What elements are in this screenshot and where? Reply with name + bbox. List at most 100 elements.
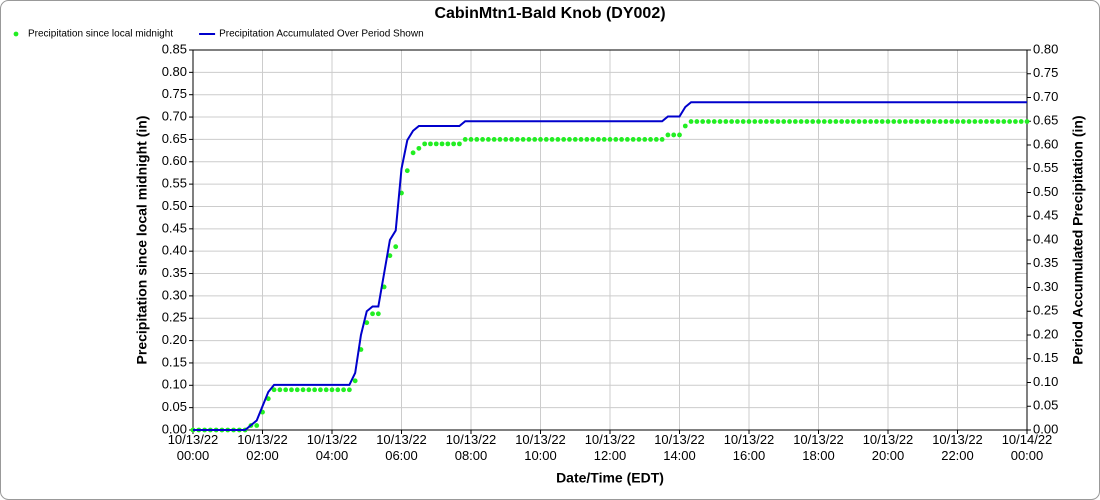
- legend-label: Precipitation Accumulated Over Period Sh…: [219, 29, 424, 40]
- data-point: [827, 119, 833, 124]
- y-tick-label: 0.30: [162, 287, 187, 302]
- data-point: [329, 387, 335, 393]
- data-point: [254, 423, 260, 428]
- data-point: [781, 119, 787, 124]
- data-point: [526, 137, 532, 142]
- y-tick-label: 0.00: [162, 421, 187, 436]
- data-point: [804, 119, 810, 124]
- data-point: [636, 137, 642, 142]
- data-point: [277, 387, 283, 393]
- y2-tick-label: 0.05: [1033, 398, 1058, 413]
- data-point: [346, 387, 352, 393]
- x-tick-label: 10/13/22 12:00: [585, 432, 636, 463]
- data-point: [891, 119, 897, 124]
- data-point: [497, 137, 503, 142]
- y-tick-label: 0.35: [162, 265, 187, 280]
- data-point: [960, 119, 966, 124]
- data-point: [607, 137, 613, 142]
- data-point: [335, 387, 341, 393]
- data-point: [972, 119, 978, 124]
- y-tick-label: 0.45: [162, 220, 187, 235]
- data-point: [816, 119, 821, 124]
- data-point: [538, 137, 543, 142]
- y2-tick-label: 0.20: [1033, 326, 1058, 341]
- x-axis-label: Date/Time (EDT): [556, 470, 664, 486]
- data-point: [323, 387, 329, 393]
- data-point: [1013, 119, 1018, 124]
- data-point: [509, 137, 514, 142]
- y2-tick-label: 0.80: [1033, 41, 1058, 56]
- data-point: [584, 137, 590, 142]
- y-tick-label: 0.75: [162, 86, 187, 101]
- x-tick-label: 10/13/22 00:00: [168, 432, 219, 463]
- x-tick-label: 10/13/22 04:00: [307, 432, 358, 463]
- data-point: [752, 119, 758, 124]
- data-point: [908, 119, 914, 124]
- y-tick-label: 0.60: [162, 153, 187, 168]
- x-tick-label: 10/13/22 14:00: [654, 432, 705, 463]
- data-point: [746, 119, 752, 124]
- y2-tick-label: 0.40: [1033, 231, 1058, 246]
- data-point: [520, 137, 526, 142]
- data-point: [711, 119, 717, 124]
- x-tick-label: 10/14/22 00:00: [1002, 432, 1053, 463]
- data-point: [312, 387, 318, 393]
- x-tick-label: 10/13/22 10:00: [515, 432, 566, 463]
- data-point: [694, 119, 700, 124]
- data-point: [920, 119, 926, 124]
- data-point: [474, 137, 480, 142]
- data-point: [514, 137, 520, 142]
- data-point: [590, 137, 596, 142]
- data-point: [989, 119, 995, 124]
- data-point: [532, 137, 538, 142]
- data-point: [370, 311, 375, 317]
- y-tick-label: 0.40: [162, 243, 187, 258]
- data-point: [653, 137, 659, 142]
- data-point: [729, 119, 735, 124]
- data-point: [787, 119, 792, 124]
- data-point: [949, 119, 955, 124]
- data-point: [491, 137, 497, 142]
- y-tick-label: 0.50: [162, 198, 187, 213]
- data-point: [578, 137, 584, 142]
- legend-label: Precipitation since local midnight: [28, 29, 173, 40]
- y2-tick-label: 0.60: [1033, 136, 1058, 151]
- data-point: [688, 119, 694, 124]
- y-tick-label: 0.55: [162, 176, 187, 191]
- y-tick-label: 0.80: [162, 64, 187, 79]
- x-tick-label: 10/13/22 06:00: [376, 432, 427, 463]
- data-point: [874, 119, 879, 124]
- data-point: [1024, 119, 1030, 124]
- data-point: [677, 132, 682, 138]
- y-tick-label: 0.05: [162, 399, 187, 414]
- data-point: [984, 119, 989, 124]
- data-point: [845, 119, 850, 124]
- data-point: [549, 137, 555, 142]
- data-point: [966, 119, 972, 124]
- y2-tick-label: 0.10: [1033, 374, 1058, 389]
- y-tick-label: 0.20: [162, 332, 187, 347]
- data-point: [937, 119, 943, 124]
- data-point: [856, 119, 862, 124]
- data-point: [642, 137, 648, 142]
- x-tick-label: 10/13/22 16:00: [724, 432, 775, 463]
- data-point: [839, 119, 845, 124]
- data-point: [717, 119, 723, 124]
- plot-border: [192, 49, 1028, 431]
- data-point: [410, 150, 416, 156]
- data-point: [763, 119, 769, 124]
- data-point: [769, 119, 775, 124]
- data-point: [451, 141, 457, 147]
- y2-axis-label: Period Accumulated Precipitation (in): [1070, 115, 1086, 364]
- data-point: [868, 119, 874, 124]
- chart-title: CabinMtn1-Bald Knob (DY002): [434, 5, 665, 22]
- data-point: [1007, 119, 1013, 124]
- data-point: [735, 119, 740, 124]
- data-point: [428, 141, 433, 147]
- y-tick-label: 0.25: [162, 310, 187, 325]
- data-point: [700, 119, 706, 124]
- data-point: [659, 137, 665, 142]
- data-point: [926, 119, 931, 124]
- data-point: [485, 137, 491, 142]
